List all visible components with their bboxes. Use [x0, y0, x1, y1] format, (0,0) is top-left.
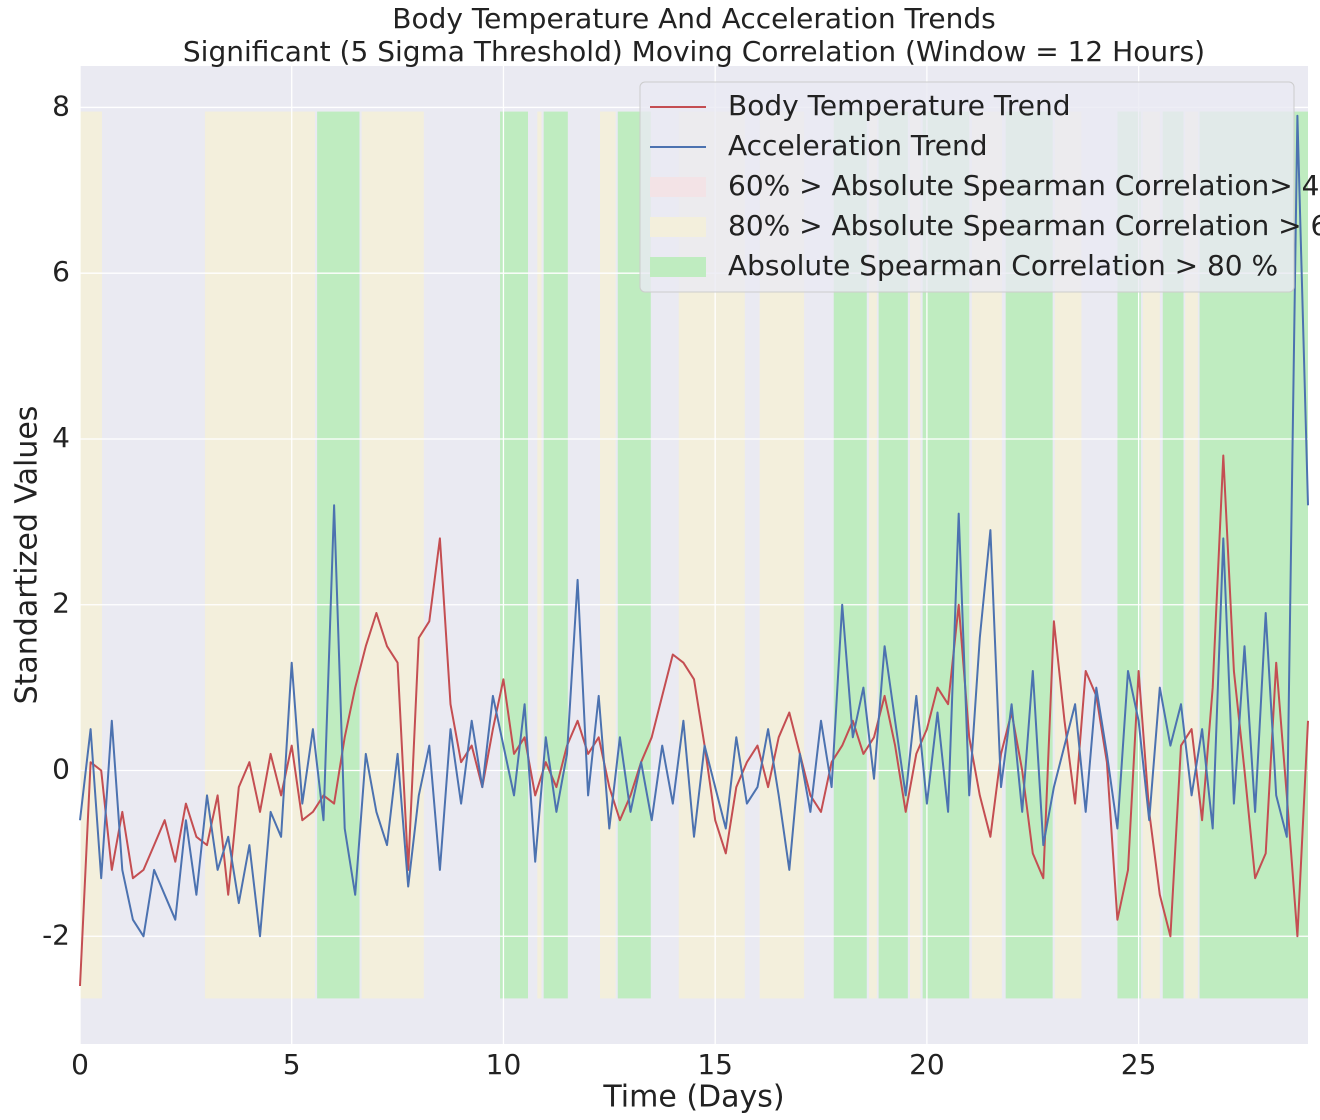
y-tick-label: 8: [52, 89, 70, 122]
y-tick-label: 6: [52, 255, 70, 288]
y-tick-label: -2: [42, 918, 70, 951]
y-tick-label: 2: [52, 587, 70, 620]
legend-swatch: [650, 257, 706, 277]
x-tick-label: 0: [71, 1048, 89, 1081]
correlation-span: [361, 111, 424, 999]
correlation-span: [204, 111, 316, 999]
legend-label: 80% > Absolute Spearman Correlation > 60…: [728, 209, 1320, 242]
y-tick-label: 4: [52, 421, 70, 454]
x-tick-label: 15: [697, 1048, 733, 1081]
correlation-span: [909, 111, 921, 999]
x-tick-label: 5: [283, 1048, 301, 1081]
correlation-span: [537, 111, 542, 999]
series-line: [79, 114, 1309, 938]
x-tick-label: 25: [1121, 1048, 1157, 1081]
x-axis-label: Time (Days): [602, 1080, 784, 1115]
legend-swatch: [650, 177, 706, 197]
correlation-span: [317, 111, 360, 999]
x-tick-label: 10: [486, 1048, 522, 1081]
correlation-span: [868, 111, 877, 999]
legend-swatch: [650, 217, 706, 237]
correlation-span: [543, 111, 568, 999]
x-tick-label: 20: [909, 1048, 945, 1081]
correlation-span: [500, 111, 529, 999]
legend-label: Absolute Spearman Correlation > 80 %: [728, 249, 1278, 282]
chart-title: Body Temperature And Acceleration Trends: [392, 2, 996, 35]
y-tick-label: 0: [52, 752, 70, 785]
legend-label: 60% > Absolute Spearman Correlation> 40%: [728, 169, 1320, 202]
correlation-span: [1117, 111, 1141, 999]
correlation-span: [80, 111, 103, 999]
legend-label: Body Temperature Trend: [728, 89, 1070, 122]
legend-label: Acceleration Trend: [728, 129, 988, 162]
y-axis-label: Standartized Values: [10, 406, 45, 705]
legend-box: [639, 81, 1295, 293]
correlation-span: [599, 111, 616, 999]
chart-subtitle: Significant (5 Sigma Threshold) Moving C…: [183, 35, 1205, 68]
